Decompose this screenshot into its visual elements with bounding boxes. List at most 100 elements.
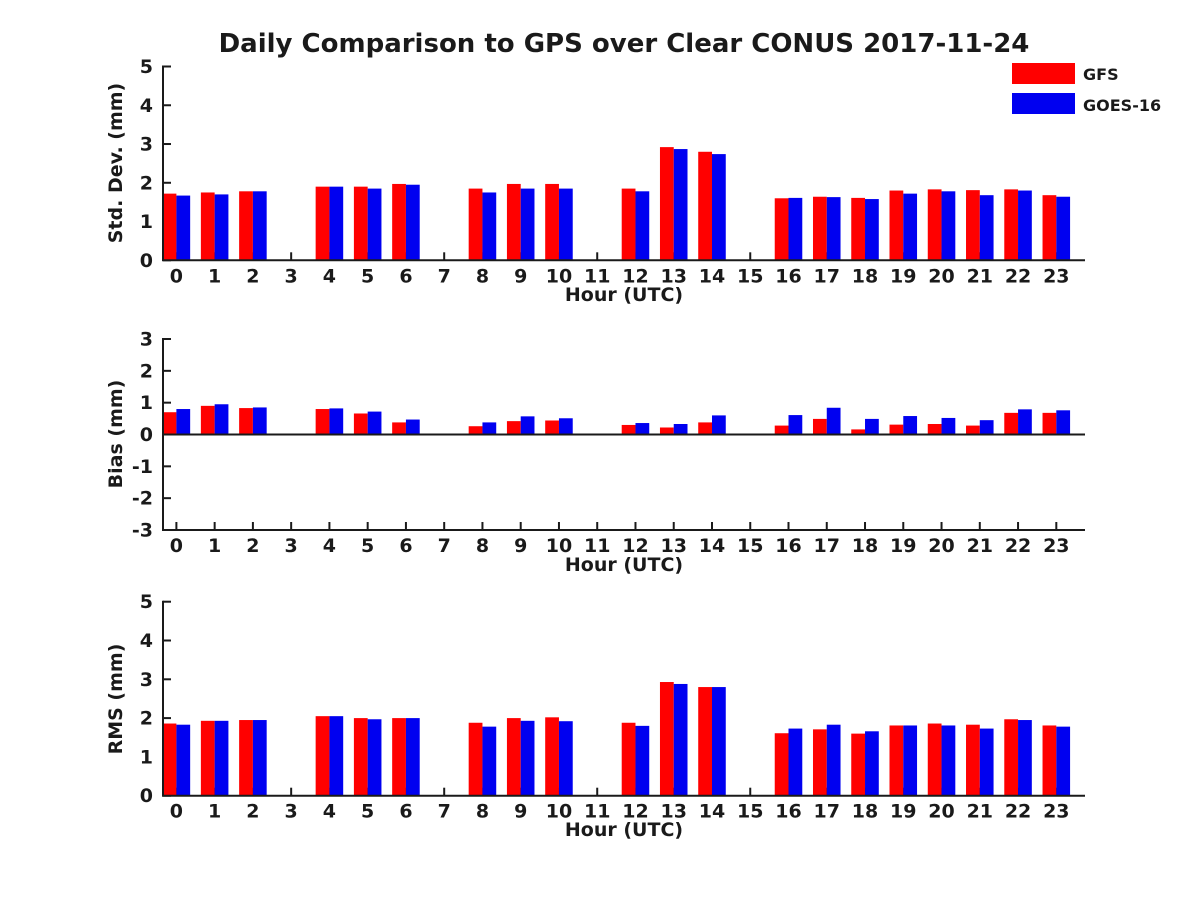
- bar-gfs: [392, 183, 406, 261]
- x-tick-label: 7: [438, 801, 451, 823]
- x-tick-label: 4: [323, 265, 336, 287]
- bar-goes-16: [1056, 726, 1071, 796]
- bar-goes-16: [252, 407, 267, 435]
- bar-goes-16: [826, 407, 841, 435]
- bar-gfs: [315, 186, 330, 261]
- bar-goes-16: [367, 719, 382, 796]
- bar-gfs: [851, 429, 866, 435]
- x-tick-label: 19: [890, 535, 916, 557]
- legend-goes16-swatch: [1012, 93, 1075, 114]
- bar-goes-16: [865, 731, 879, 796]
- x-tick-label: 21: [967, 265, 993, 287]
- bar-goes-16: [788, 415, 803, 435]
- bar-goes-16: [1056, 410, 1071, 435]
- bar-gfs: [966, 724, 980, 796]
- bar-gfs: [774, 733, 789, 796]
- x-tick-label: 17: [814, 535, 840, 557]
- y-tick-label: 1: [140, 746, 153, 768]
- y-tick-label: 0: [140, 785, 153, 807]
- bar-gfs: [545, 420, 559, 435]
- bar-goes-16: [826, 724, 841, 796]
- bar-goes-16: [635, 423, 650, 435]
- x-tick-label: 15: [737, 801, 763, 823]
- chart-bias: 0 1 2 3 4 5 6 7 8 9 10 11 12 13 14 15 16 17 18 19 20 21 22 23-3…: [105, 329, 1085, 576]
- bar-goes-16: [788, 728, 803, 796]
- x-tick-label: 12: [622, 535, 648, 557]
- bar-goes-16: [826, 197, 841, 261]
- x-tick-label: 9: [514, 265, 527, 287]
- x-tick-label: 18: [852, 265, 878, 287]
- figure-title: Daily Comparison to GPS over Clear CONUS…: [219, 29, 1030, 59]
- x-tick-label: 11: [584, 265, 610, 287]
- rms-y-axis-label: RMS (mm): [105, 644, 127, 755]
- x-tick-label: 9: [514, 535, 527, 557]
- bar-gfs: [889, 424, 904, 435]
- x-tick-label: 17: [814, 801, 840, 823]
- x-tick-label: 20: [928, 265, 954, 287]
- bar-gfs: [1042, 195, 1057, 261]
- bar-goes-16: [673, 423, 688, 435]
- bar-goes-16: [482, 192, 497, 261]
- x-tick-label: 20: [928, 535, 954, 557]
- x-tick-label: 18: [852, 535, 878, 557]
- bar-goes-16: [979, 420, 994, 435]
- x-tick-label: 7: [438, 265, 451, 287]
- bar-gfs: [200, 192, 215, 261]
- bar-gfs: [353, 186, 368, 261]
- x-tick-label: 3: [285, 535, 298, 557]
- bar-goes-16: [367, 411, 382, 435]
- y-tick-label: -2: [132, 488, 153, 510]
- plot-stddev: 0 1 2 3 4 5 6 7 8 9 10 11 12 13 14 15 16 17 18 19 20 21 22 2301…: [140, 56, 1085, 287]
- x-tick-label: 1: [208, 265, 221, 287]
- x-tick-label: 14: [699, 801, 725, 823]
- bar-goes-16: [482, 726, 497, 796]
- bar-goes-16: [520, 416, 535, 435]
- y-tick-label: 2: [140, 360, 153, 382]
- bar-gfs: [239, 191, 253, 261]
- bar-goes-16: [367, 188, 382, 261]
- bar-goes-16: [252, 720, 267, 796]
- stddev-x-axis-label: Hour (UTC): [565, 284, 683, 306]
- bar-goes-16: [520, 188, 535, 261]
- bar-gfs: [1042, 725, 1057, 796]
- x-tick-label: 10: [546, 535, 572, 557]
- bar-gfs: [162, 193, 177, 261]
- bias-y-axis-label: Bias (mm): [105, 380, 127, 489]
- y-tick-label: 3: [140, 329, 153, 351]
- bar-gfs: [468, 722, 483, 796]
- y-tick-label: 4: [140, 95, 153, 117]
- bar-gfs: [812, 196, 827, 261]
- bar-goes-16: [979, 195, 994, 261]
- x-tick-label: 6: [399, 535, 412, 557]
- x-tick-label: 13: [661, 265, 687, 287]
- x-tick-label: 10: [546, 265, 572, 287]
- bar-goes-16: [329, 408, 344, 435]
- bar-goes-16: [405, 419, 420, 435]
- x-tick-label: 11: [584, 535, 610, 557]
- bar-gfs: [1042, 412, 1057, 435]
- bar-goes-16: [711, 415, 726, 435]
- bar-gfs: [927, 723, 942, 796]
- bar-gfs: [621, 188, 636, 261]
- bar-goes-16: [941, 725, 956, 796]
- x-tick-label: 14: [699, 535, 725, 557]
- bar-gfs: [468, 426, 483, 435]
- bar-goes-16: [711, 154, 726, 261]
- bar-gfs: [506, 718, 521, 796]
- bar-goes-16: [558, 721, 573, 796]
- bar-goes-16: [252, 191, 267, 261]
- bar-gfs: [621, 424, 636, 435]
- bar-goes-16: [635, 191, 650, 261]
- x-tick-label: 21: [967, 535, 993, 557]
- bar-gfs: [851, 197, 866, 261]
- x-tick-label: 12: [622, 265, 648, 287]
- x-tick-label: 23: [1043, 265, 1069, 287]
- x-tick-label: 10: [546, 801, 572, 823]
- y-tick-label: 1: [140, 211, 153, 233]
- x-tick-label: 13: [661, 801, 687, 823]
- bar-goes-16: [329, 716, 344, 796]
- bar-goes-16: [214, 720, 229, 796]
- bar-gfs: [506, 183, 521, 261]
- bias-x-axis-label: Hour (UTC): [565, 554, 683, 576]
